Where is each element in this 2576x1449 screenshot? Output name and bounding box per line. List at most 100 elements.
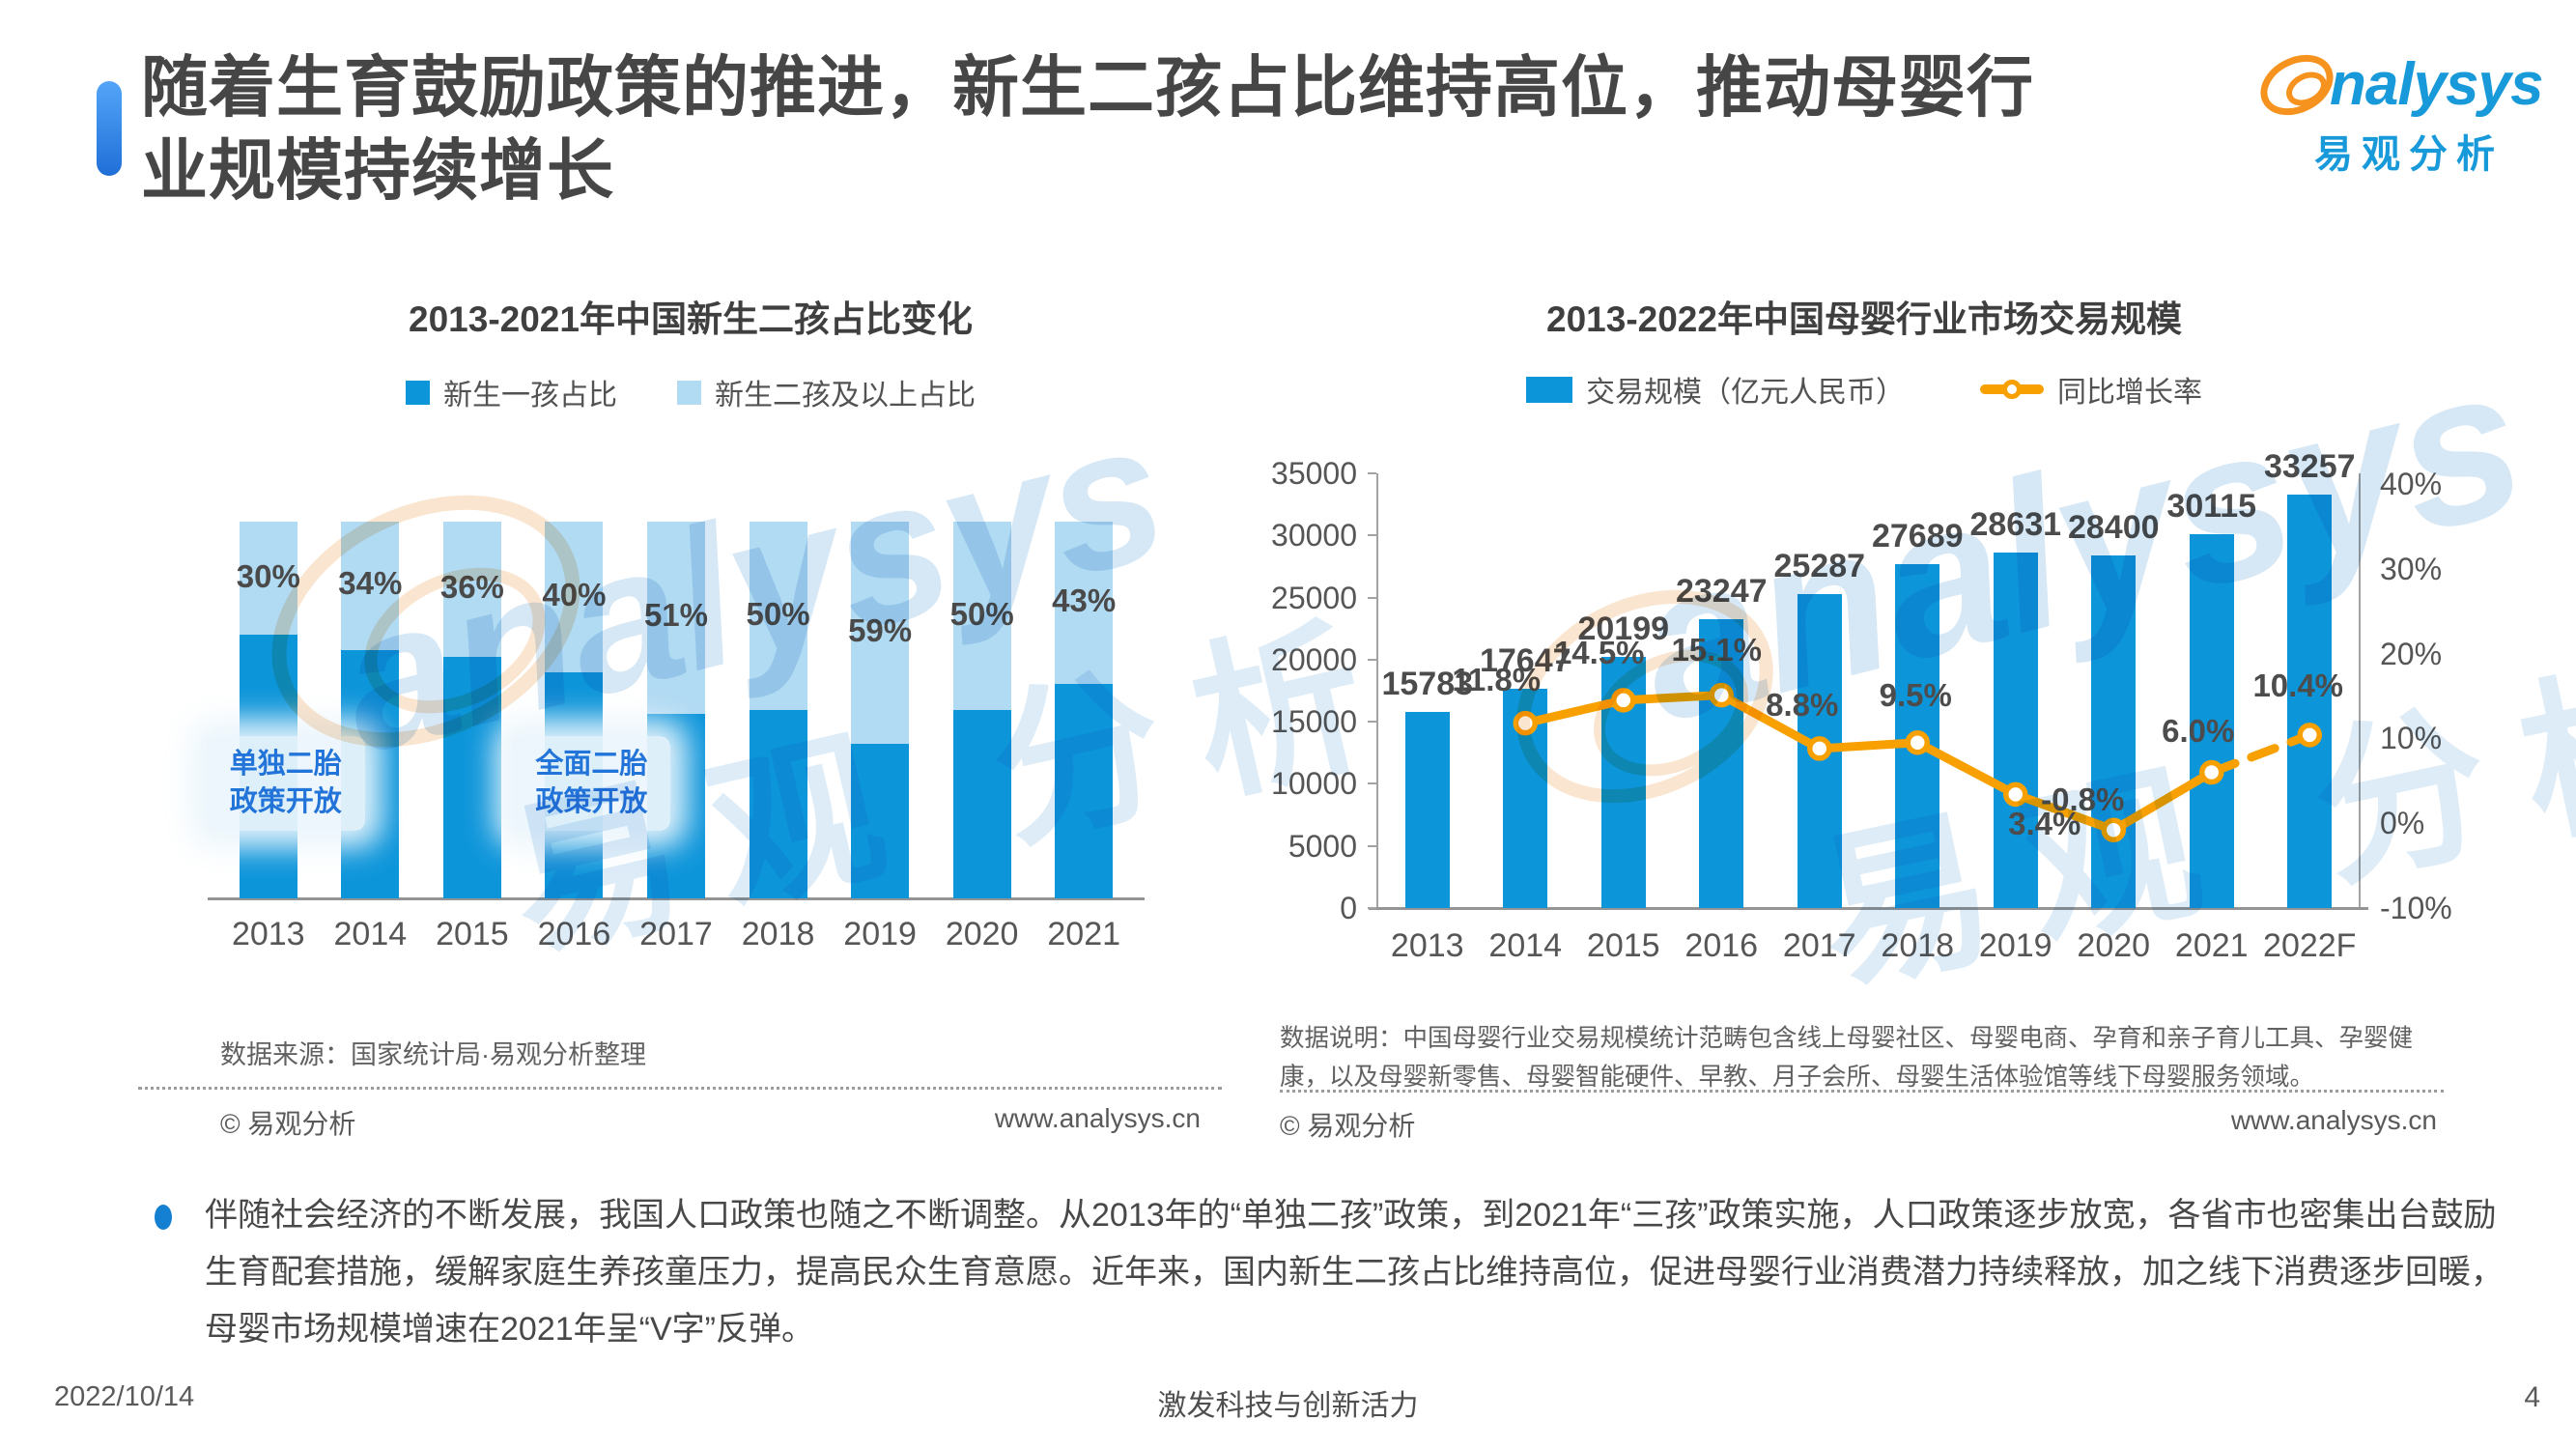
page-number: 4 [2524, 1381, 2540, 1413]
left-chart-title: 2013-2021年中国新生二孩占比变化 [409, 299, 973, 339]
y-axis-tick [1368, 658, 1376, 661]
bar-segment-second-child [647, 522, 705, 714]
legend-label: 交易规模（亿元人民币） [1586, 377, 1905, 409]
line-point-marker [1513, 710, 1538, 736]
bar [1404, 712, 1450, 908]
secondary-y-axis-label: 10% [2380, 721, 2443, 756]
right-chart-note: 数据说明：中国母婴行业交易规模统计范畴包含线上母婴社区、母婴电商、孕育和亲子育儿… [1280, 1025, 2414, 1091]
x-axis-label: 2021 [2174, 927, 2249, 964]
page-title: 随着生育鼓励政策的推进，新生二孩占比维持高位，推动母婴行业规模持续增长 [141, 50, 2034, 208]
left-website-link[interactable]: www.analysys.cn [994, 1103, 1201, 1133]
policy-annotation: 单独二胎 政策开放 [206, 736, 365, 831]
x-axis-label: 2015 [1586, 927, 1660, 964]
y-axis-label: 15000 [1271, 704, 1357, 740]
line-point-marker [1905, 730, 1930, 755]
x-axis-label: 2014 [1488, 927, 1563, 964]
bar-value-label: 33257 [2263, 448, 2356, 486]
summary-paragraph: 伴随社会经济的不断发展，我国人口政策也随之不断调整。从2013年的“单独二孩”政… [205, 1197, 2504, 1349]
bar-data-label: 34% [338, 565, 403, 602]
bar-segment-first-child [749, 710, 807, 898]
bar-segment-second-child [851, 522, 910, 745]
x-axis-label: 2018 [741, 916, 815, 952]
x-axis-label: 2017 [1782, 927, 1856, 964]
right-website-link[interactable]: www.analysys.cn [2230, 1105, 2437, 1135]
bar-data-label: 43% [1052, 582, 1117, 618]
y-axis-label: 30000 [1271, 518, 1357, 554]
bullet-icon [155, 1205, 172, 1230]
divider [138, 1087, 1222, 1090]
x-axis-label: 2013 [231, 916, 305, 952]
y-axis-tick [1368, 844, 1376, 847]
x-axis-label: 2016 [537, 916, 611, 952]
legend-item-second-child: 新生二孩及以上占比 [677, 371, 976, 413]
y-axis-tick [1368, 907, 1376, 909]
x-axis-label: 2016 [1684, 927, 1759, 964]
bar [2091, 554, 2137, 908]
right-chart-legend: 交易规模（亿元人民币） 同比增长率 [1285, 368, 2444, 411]
x-axis-line [1369, 907, 2368, 910]
bar [2189, 533, 2234, 908]
bar-segment-first-child [952, 710, 1011, 898]
bar-segment-second-child [749, 522, 807, 710]
x-axis-label: 2019 [1978, 927, 2052, 964]
secondary-y-axis-label: 20% [2380, 636, 2443, 671]
right-chart-plot: 35000 30000 25000 20000 15000 10000 5000 0 40% 30… [1271, 448, 2452, 964]
x-axis-line [208, 897, 1145, 900]
y-axis-label: 10000 [1271, 766, 1357, 802]
line-point-marker [2199, 759, 2224, 785]
annotation-line: 政策开放 [535, 785, 648, 817]
legend-swatch-icon [1526, 376, 1572, 403]
line-value-label: 10.4% [2252, 667, 2344, 703]
bar-value-label: 30115 [2166, 487, 2257, 525]
y-axis-label: 0 [1340, 891, 1357, 925]
legend-item-first-child: 新生一孩占比 [406, 371, 617, 413]
bar-data-label: 59% [848, 612, 913, 649]
x-axis-label: 2020 [2077, 927, 2151, 964]
x-axis-label: 2019 [843, 916, 917, 952]
bar-data-label: 30% [236, 557, 300, 594]
line-value-label: 15.1% [1671, 631, 1763, 668]
line-point-marker [1611, 688, 1636, 713]
legend-label: 新生一孩占比 [443, 380, 617, 412]
logo-wordmark: nalysys [2330, 51, 2544, 118]
line-point-marker [2297, 723, 2322, 748]
bar-segment-first-child [1055, 683, 1114, 898]
y-axis-label: 20000 [1271, 641, 1357, 677]
x-axis-label: 2020 [945, 916, 1019, 952]
annotation-line: 单独二胎 [229, 749, 342, 780]
legend-label: 同比增长率 [2057, 377, 2202, 409]
bar-value-label: 25287 [1773, 547, 1866, 584]
bar-value-label: 28631 [1969, 505, 2062, 543]
left-copyright: © 易观分析 [220, 1109, 356, 1139]
x-axis-label: 2014 [333, 916, 408, 952]
logo-swirl-icon [2258, 46, 2341, 123]
line-value-label: 8.8% [1766, 686, 1839, 723]
bar-data-label: 40% [542, 577, 607, 612]
y-axis-tick [1368, 596, 1376, 599]
legend-label: 新生二孩及以上占比 [715, 380, 976, 412]
bar-segment-second-child [952, 522, 1011, 710]
right-copyright: © 易观分析 [1280, 1111, 1416, 1141]
legend-item-scale: 交易规模（亿元人民币） [1526, 368, 1905, 411]
left-chart-legend: 新生一孩占比 新生二孩及以上占比 [135, 371, 1246, 413]
bar [2287, 495, 2333, 908]
secondary-y-axis-label: 0% [2380, 806, 2425, 841]
bar-segment-first-child [442, 657, 501, 898]
secondary-y-axis-label: 30% [2380, 551, 2443, 586]
line-point-marker [2101, 817, 2126, 842]
y-axis-label: 25000 [1271, 580, 1357, 615]
line-point-marker [1807, 736, 1832, 761]
bar-data-label: 36% [439, 569, 504, 606]
analysys-logo: nalysys 易观分析 [2258, 46, 2558, 179]
bar [1993, 552, 2038, 908]
x-axis-label: 2018 [1881, 927, 1955, 964]
bar-data-label: 51% [643, 597, 709, 634]
annotation-line: 全面二胎 [535, 749, 648, 780]
bar-data-label: 50% [746, 595, 810, 632]
line-value-label: -0.8% [2041, 781, 2125, 818]
annotation-line: 政策开放 [229, 785, 342, 817]
secondary-y-axis-label: -10% [2380, 891, 2452, 925]
y-axis-tick [1368, 721, 1376, 724]
line-value-label: 9.5% [1879, 676, 1952, 713]
